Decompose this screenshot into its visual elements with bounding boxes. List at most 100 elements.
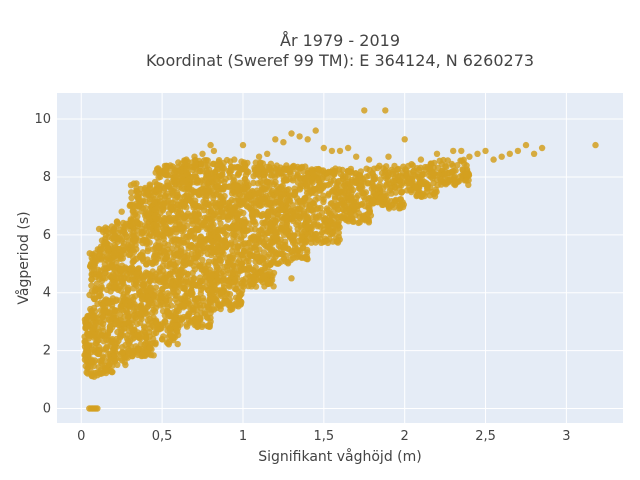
data-point <box>325 168 332 176</box>
data-point <box>163 190 171 197</box>
data-point <box>280 139 287 146</box>
data-point <box>204 157 211 164</box>
data-point <box>357 173 364 180</box>
data-point <box>235 170 242 177</box>
data-point <box>180 262 187 270</box>
data-point <box>144 247 151 255</box>
data-point <box>365 156 373 163</box>
data-point <box>159 207 167 214</box>
data-point <box>94 405 101 412</box>
data-point <box>217 220 224 227</box>
data-point <box>296 133 303 140</box>
data-point <box>195 189 202 196</box>
data-point <box>210 258 217 265</box>
data-point <box>441 171 448 178</box>
data-point <box>171 316 179 323</box>
data-point <box>137 335 144 342</box>
data-point <box>314 221 321 228</box>
data-point <box>332 165 339 172</box>
data-point <box>331 193 339 200</box>
data-point <box>252 220 259 228</box>
data-point <box>243 178 251 186</box>
data-point <box>166 249 174 256</box>
data-point <box>160 322 167 329</box>
data-point <box>321 182 328 189</box>
data-point <box>158 275 165 282</box>
chart-title-line1: År 1979 - 2019 <box>280 31 400 50</box>
data-point <box>196 282 203 290</box>
data-point <box>127 337 134 345</box>
data-point <box>176 316 184 323</box>
data-point <box>154 325 161 333</box>
data-point <box>260 174 268 181</box>
data-point <box>158 170 165 177</box>
y-tick-label: 10 <box>34 112 51 127</box>
data-point <box>150 352 157 359</box>
data-point <box>153 220 160 228</box>
data-point <box>221 236 228 243</box>
y-tick-labels: 0 2 4 6 8 10 <box>34 112 51 416</box>
data-point <box>232 239 239 246</box>
data-point <box>250 236 257 243</box>
data-point <box>335 181 342 189</box>
data-point <box>99 313 107 320</box>
data-point <box>320 192 327 199</box>
data-point <box>298 233 305 240</box>
data-point <box>252 198 259 205</box>
x-tick-labels: 0 0,5 1 1,5 2 2,5 3 <box>77 429 570 444</box>
data-point <box>272 217 279 224</box>
data-point <box>102 239 110 246</box>
data-point <box>152 284 160 291</box>
data-point <box>191 153 198 160</box>
data-point <box>291 247 299 254</box>
data-point <box>320 144 327 152</box>
data-point <box>376 181 384 188</box>
data-point <box>102 332 109 339</box>
data-point <box>394 166 401 173</box>
data-point <box>177 206 184 213</box>
data-point <box>129 332 136 339</box>
data-point <box>241 280 249 287</box>
data-point <box>450 147 457 155</box>
data-point <box>250 252 257 260</box>
data-point <box>155 191 163 198</box>
data-point <box>458 147 465 155</box>
data-point <box>165 210 173 217</box>
y-tick-label: 8 <box>43 170 51 185</box>
data-point <box>344 194 351 201</box>
data-point <box>110 234 117 241</box>
data-point <box>96 252 103 260</box>
data-point <box>93 280 100 288</box>
data-point <box>409 162 416 169</box>
data-point <box>230 254 237 261</box>
data-point <box>189 290 196 298</box>
data-point <box>103 298 111 306</box>
x-tick-label: 2,5 <box>475 429 496 444</box>
data-point <box>177 321 184 328</box>
data-point <box>201 203 208 210</box>
data-point <box>279 217 286 224</box>
data-point <box>307 229 315 237</box>
data-point <box>449 162 456 169</box>
data-point <box>324 228 332 235</box>
x-tick-label: 0 <box>77 429 85 444</box>
data-point <box>302 239 309 246</box>
data-point <box>277 197 284 205</box>
data-point <box>89 314 96 321</box>
data-point <box>208 170 215 177</box>
data-point <box>187 197 194 204</box>
data-point <box>310 213 317 221</box>
data-point <box>208 295 215 303</box>
data-point <box>267 166 274 174</box>
data-point <box>317 186 325 194</box>
data-point <box>322 235 329 242</box>
data-point <box>233 223 241 230</box>
data-point <box>214 182 222 189</box>
data-point <box>208 301 215 308</box>
data-point <box>128 194 135 202</box>
data-point <box>291 189 298 196</box>
data-point <box>214 233 221 241</box>
data-point <box>151 196 158 203</box>
data-point <box>177 245 185 252</box>
